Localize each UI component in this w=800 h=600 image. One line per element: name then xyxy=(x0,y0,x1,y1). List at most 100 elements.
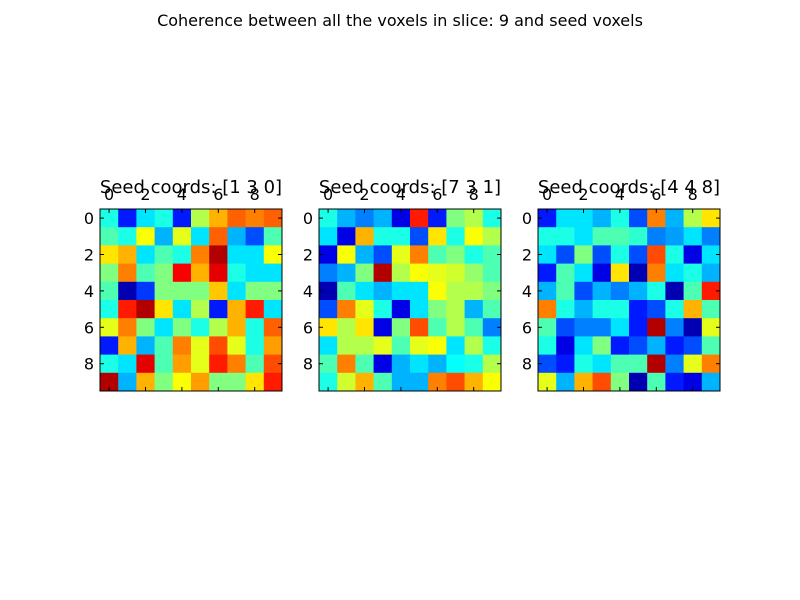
heatmap-cell xyxy=(464,372,484,392)
heatmap-cell xyxy=(683,300,703,319)
heatmap-cell xyxy=(647,300,666,319)
heatmap-cell xyxy=(263,354,283,374)
heatmap-cell xyxy=(610,263,630,283)
heatmap-cell xyxy=(410,372,429,392)
heatmap-cell xyxy=(209,245,228,264)
heatmap-cell xyxy=(373,263,393,283)
heatmap-cell xyxy=(191,300,210,319)
heatmap-cell xyxy=(410,336,429,355)
panel-title: Seed coords: [4 4 8] xyxy=(538,177,720,198)
heatmap-cell xyxy=(647,318,666,337)
heatmap-cell xyxy=(172,354,192,374)
heatmap-cell xyxy=(391,227,411,246)
heatmap-cell xyxy=(263,263,283,283)
heatmap-cell xyxy=(428,336,447,355)
heatmap-cell xyxy=(154,372,174,392)
heatmap-cell xyxy=(100,336,119,355)
heatmap-cell xyxy=(136,263,155,283)
heatmap-cell xyxy=(337,354,356,374)
heatmap-cell xyxy=(647,336,666,355)
heatmap-cell xyxy=(538,281,557,301)
heatmap-cell xyxy=(592,245,612,264)
heatmap-cell xyxy=(355,372,374,392)
heatmap-cell xyxy=(191,209,210,228)
heatmap-cell xyxy=(683,245,703,264)
heatmap-cell xyxy=(701,318,721,337)
heatmap-cell xyxy=(665,209,684,228)
heatmap-cell xyxy=(172,336,192,355)
heatmap-cell xyxy=(410,263,429,283)
heatmap-cell xyxy=(154,336,174,355)
heatmap-cell xyxy=(319,263,338,283)
heatmap-cell xyxy=(118,209,137,228)
heatmap-cell xyxy=(373,209,393,228)
heatmap-cell xyxy=(629,209,648,228)
heatmap-cell xyxy=(665,336,684,355)
heatmap-cell xyxy=(118,336,137,355)
heatmap-cell xyxy=(665,372,684,392)
heatmap-cell xyxy=(410,245,429,264)
heatmap-cell xyxy=(446,300,465,319)
heatmap-cell xyxy=(191,227,210,246)
heatmap-cell xyxy=(319,245,338,264)
heatmap-cell xyxy=(245,372,265,392)
heatmap-cell xyxy=(410,281,429,301)
heatmap-cell xyxy=(227,209,246,228)
heatmap-cell xyxy=(410,318,429,337)
heatmap-cell xyxy=(355,318,374,337)
heatmap-cell xyxy=(464,336,484,355)
heatmap-cell xyxy=(154,227,174,246)
plot-frame xyxy=(318,208,502,392)
plot-frame xyxy=(99,208,283,392)
heatmap-cell xyxy=(118,354,137,374)
heatmap-cell xyxy=(209,227,228,246)
heatmap-cell xyxy=(391,281,411,301)
heatmap-cell xyxy=(647,372,666,392)
heatmap-cell xyxy=(136,281,155,301)
heatmap-cell xyxy=(227,318,246,337)
heatmap-cell xyxy=(701,336,721,355)
heatmap-cell xyxy=(556,318,575,337)
heatmap-cell xyxy=(683,263,703,283)
heatmap-cell xyxy=(556,245,575,264)
heatmap-cell xyxy=(701,281,721,301)
heatmap-cell xyxy=(647,209,666,228)
heatmap-cell xyxy=(665,281,684,301)
heatmap-cell xyxy=(337,245,356,264)
heatmap-cell xyxy=(391,263,411,283)
heatmap-cell xyxy=(100,263,119,283)
x-tick-label: 2 xyxy=(359,185,369,204)
heatmap-cell xyxy=(245,263,265,283)
heatmap-cell xyxy=(683,372,703,392)
heatmap-cell xyxy=(337,318,356,337)
heatmap-cell xyxy=(373,336,393,355)
heatmap-cell xyxy=(100,354,119,374)
heatmap-cell xyxy=(629,318,648,337)
heatmap-cell xyxy=(610,227,630,246)
heatmap-cell xyxy=(683,227,703,246)
heatmap-cell xyxy=(610,209,630,228)
heatmap-cell xyxy=(446,318,465,337)
heatmap-cell xyxy=(100,281,119,301)
heatmap-cell xyxy=(118,281,137,301)
heatmap-cell xyxy=(100,245,119,264)
heatmap-cell xyxy=(209,300,228,319)
heatmap-cell xyxy=(629,227,648,246)
heatmap-cell xyxy=(610,300,630,319)
heatmap-cell xyxy=(574,336,593,355)
heatmap-cell xyxy=(227,354,246,374)
heatmap-cell xyxy=(319,318,338,337)
x-tick-label: 2 xyxy=(140,185,150,204)
x-tick-label: 4 xyxy=(396,185,406,204)
heatmap-cell xyxy=(118,300,137,319)
heatmap-cell xyxy=(482,300,502,319)
heatmap-cell xyxy=(227,263,246,283)
heatmap-cell xyxy=(391,372,411,392)
heatmap-cell xyxy=(592,372,612,392)
heatmap-cell xyxy=(574,281,593,301)
heatmap-cell xyxy=(172,209,192,228)
heatmap-cell xyxy=(428,318,447,337)
heatmap-cell xyxy=(701,372,721,392)
heatmap-cell xyxy=(464,281,484,301)
heatmap-cell xyxy=(337,263,356,283)
